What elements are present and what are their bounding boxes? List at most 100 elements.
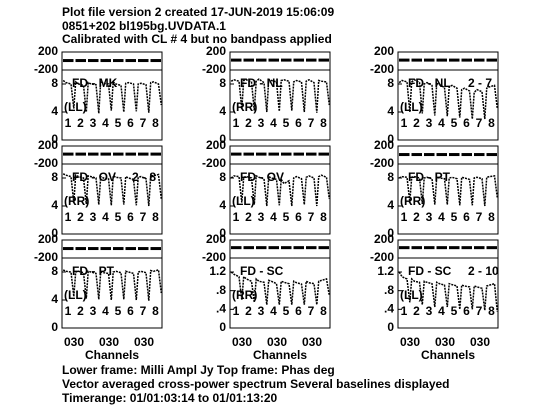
phase-tick-label: 200 [206, 44, 226, 58]
amp-line [62, 268, 163, 301]
if-label: 6 [295, 304, 302, 318]
if-label: 8 [320, 210, 327, 224]
baseline-label: 2 - 7 [468, 76, 492, 90]
pol-label: (RR) [400, 194, 425, 208]
amp-tick-label: 0 [219, 132, 226, 146]
if-label: 8 [320, 116, 327, 130]
baseline-label: FD - OV [240, 170, 284, 184]
if-label: 7 [476, 116, 483, 130]
amp-line [62, 173, 163, 207]
amp-line [230, 78, 331, 113]
if-label: 3 [258, 304, 265, 318]
amp-tick-label: 0 [219, 320, 226, 334]
pol-label: (RR) [232, 100, 257, 114]
amp-tick-label: 0 [51, 320, 58, 334]
amp-line [230, 271, 331, 305]
if-label: 8 [152, 210, 159, 224]
baseline-label: FD - NL [240, 76, 283, 90]
if-label: 7 [476, 210, 483, 224]
if-label: 3 [258, 210, 265, 224]
footer-line: Lower frame: Milli Ampl Jy Top frame: Ph… [62, 363, 335, 377]
amp-frame [397, 163, 499, 235]
amp-tick-label: 0 [387, 132, 394, 146]
phase-tick-label: 200 [206, 138, 226, 152]
if-label: 4 [270, 210, 277, 224]
amp-line [62, 79, 163, 114]
amp-tick-label: 4 [387, 104, 394, 118]
if-label: 6 [295, 116, 302, 130]
if-label: 8 [152, 304, 159, 318]
if-label: 2 [77, 210, 84, 224]
x-tick-label: 030 [470, 335, 490, 349]
x-axis-label: Channels [85, 348, 139, 362]
if-label: 6 [463, 304, 470, 318]
amp-line [230, 174, 331, 207]
phase-tick-label: 200 [374, 138, 394, 152]
amp-frame [61, 257, 163, 329]
amp-tick-label: 8 [387, 170, 394, 184]
phase-tick-label: 200 [206, 232, 226, 246]
amp-tick-label: .4 [216, 302, 226, 316]
baseline-label: FD - SC [408, 264, 452, 278]
amp-tick-label: 8 [219, 170, 226, 184]
if-label: 2 [245, 304, 252, 318]
header-line: 0851+202 bl195bg.UVDATA.1 [62, 19, 226, 33]
pol-label: (LL) [64, 288, 87, 302]
header-line: Plot file version 2 created 17-JUN-2019 … [62, 5, 334, 19]
if-label: 4 [102, 304, 109, 318]
amp-tick-label: 4 [219, 104, 226, 118]
if-label: 3 [426, 210, 433, 224]
footer-line: Timerange: 01/01:03:14 to 01/01:13:20 [62, 391, 278, 405]
amp-tick-label: 1.2 [377, 264, 394, 278]
amp-frame [61, 163, 163, 235]
if-label: 5 [451, 304, 458, 318]
if-label: 1 [233, 116, 240, 130]
baseline-label: FD - PT [408, 170, 451, 184]
phase-tick-label: 200 [38, 232, 58, 246]
amp-tick-label: 0 [387, 226, 394, 240]
phase-tick-label: 200 [374, 232, 394, 246]
if-label: 4 [438, 116, 445, 130]
if-label: 3 [426, 304, 433, 318]
if-label: 4 [438, 210, 445, 224]
phase-tick-label: 200 [38, 44, 58, 58]
if-label: 4 [438, 304, 445, 318]
amp-tick-label: .8 [216, 283, 226, 297]
if-label: 4 [270, 304, 277, 318]
if-label: 7 [140, 210, 147, 224]
if-label: 2 [413, 210, 420, 224]
if-label: 6 [127, 116, 134, 130]
if-label: 2 [77, 116, 84, 130]
phase-tick-label: -200 [34, 250, 58, 264]
if-label: 2 [77, 304, 84, 318]
amp-frame [61, 69, 163, 141]
amp-line [398, 175, 499, 207]
if-label: 7 [476, 304, 483, 318]
amp-tick-label: 0 [387, 320, 394, 334]
amp-tick-label: 8 [219, 76, 226, 90]
amp-tick-label: 8 [51, 170, 58, 184]
if-label: 5 [283, 304, 290, 318]
if-label: 7 [308, 210, 315, 224]
phase-tick-label: -200 [34, 62, 58, 76]
amp-tick-label: .4 [384, 302, 394, 316]
amp-tick-label: 4 [219, 198, 226, 212]
pol-label: (RR) [64, 194, 89, 208]
if-label: 1 [65, 116, 72, 130]
if-label: 7 [308, 116, 315, 130]
baseline-label: 2 - 8 [132, 170, 156, 184]
amp-tick-label: 4 [387, 198, 394, 212]
amp-frame [397, 69, 499, 141]
amp-line [398, 78, 499, 120]
amp-tick-label: 4 [51, 292, 58, 306]
if-label: 2 [245, 116, 252, 130]
amp-tick-label: 0 [219, 226, 226, 240]
if-label: 5 [451, 210, 458, 224]
phase-tick-label: 200 [374, 44, 394, 58]
phase-tick-label: -200 [34, 156, 58, 170]
if-label: 7 [140, 116, 147, 130]
amp-tick-label: 1.2 [209, 264, 226, 278]
baseline-label: FD - SC [240, 264, 284, 278]
if-label: 3 [90, 210, 97, 224]
x-tick-label: 030 [99, 335, 119, 349]
